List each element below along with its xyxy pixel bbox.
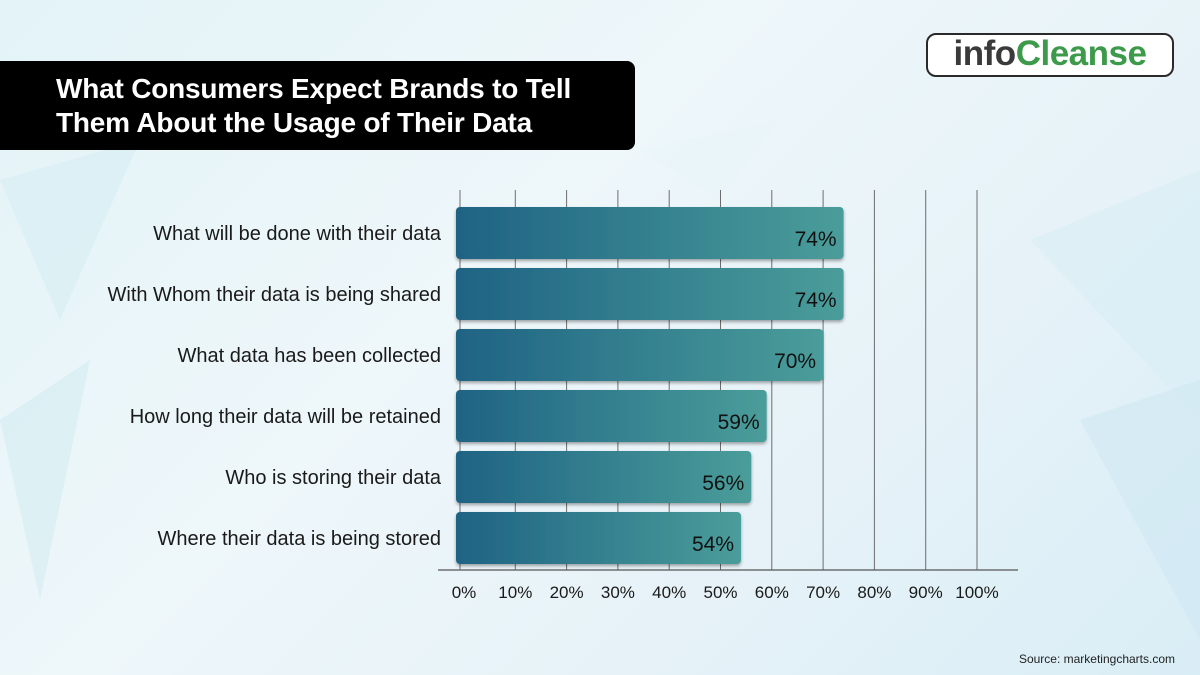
bar: [456, 512, 742, 564]
brand-logo: info Cleanse: [926, 33, 1174, 77]
value-label: 74%: [795, 228, 837, 251]
category-label: Where their data is being stored: [158, 528, 442, 550]
bar: [456, 207, 844, 259]
chart-title: What Consumers Expect Brands to Tell The…: [56, 73, 572, 138]
x-axis-ticks: 0% 10% 20% 30% 40% 50% 60% 70% 80% 90% 100%: [452, 583, 999, 602]
value-labels: 74% 74% 70% 59% 56% 54%: [692, 228, 837, 556]
bars: [456, 207, 844, 564]
logo-text-info: info: [953, 33, 1017, 73]
x-tick-label: 30%: [601, 583, 635, 602]
x-tick-label: 70%: [806, 583, 840, 602]
x-tick-label: 10%: [498, 583, 532, 602]
category-label: Who is storing their data: [225, 467, 442, 489]
value-label: 59%: [718, 411, 760, 434]
x-tick-label: 100%: [955, 583, 998, 602]
x-tick-label: 50%: [703, 583, 737, 602]
bar: [456, 329, 824, 381]
bar: [456, 268, 844, 320]
category-labels: What will be done with their data With Wh…: [108, 223, 442, 550]
bar: [456, 390, 767, 442]
value-label: 56%: [702, 472, 744, 495]
title-banner: What Consumers Expect Brands to Tell The…: [0, 61, 635, 150]
x-tick-label: 40%: [652, 583, 686, 602]
value-label: 54%: [692, 533, 734, 556]
value-label: 74%: [795, 289, 837, 312]
category-label: How long their data will be retained: [130, 406, 441, 428]
logo-text-cleanse: Cleanse: [1015, 33, 1147, 73]
source-note: Source: marketingcharts.com: [1018, 652, 1175, 666]
x-tick-label: 60%: [755, 583, 789, 602]
value-label: 70%: [774, 350, 816, 373]
category-label: What data has been collected: [177, 345, 441, 367]
category-label: What will be done with their data: [153, 223, 442, 245]
x-tick-label: 0%: [452, 583, 477, 602]
bar: [456, 451, 752, 503]
category-label: With Whom their data is being shared: [108, 284, 442, 306]
x-tick-label: 20%: [550, 583, 584, 602]
x-tick-label: 90%: [909, 583, 943, 602]
x-tick-label: 80%: [857, 583, 891, 602]
